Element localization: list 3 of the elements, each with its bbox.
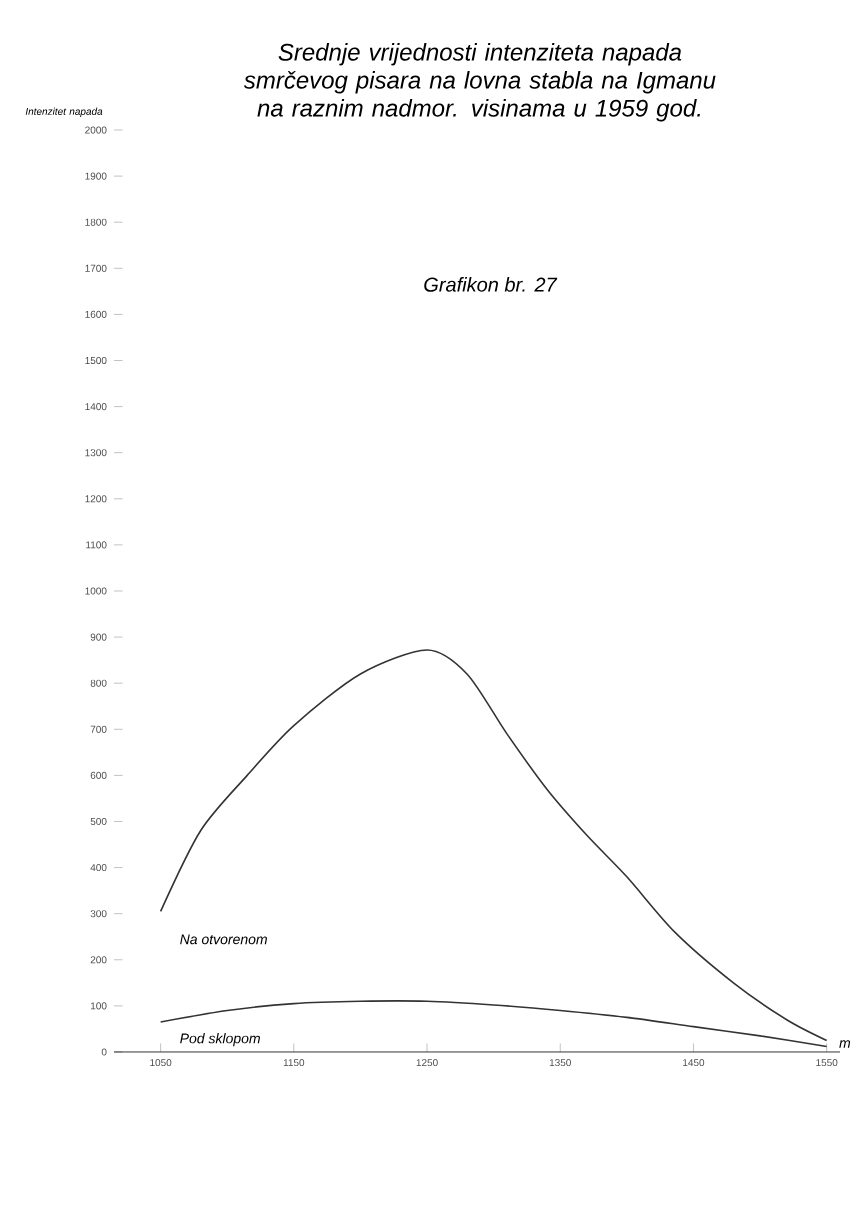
text: Grafikon br. 27 [424,277,558,292]
line-series [160,1000,828,1048]
chart-title: Srednje vrijednosti intenziteta napada smrčevog pisara na lovna stabla na Igmanu na raznim nadmor. visinama u 1959 god. [244,43,716,122]
